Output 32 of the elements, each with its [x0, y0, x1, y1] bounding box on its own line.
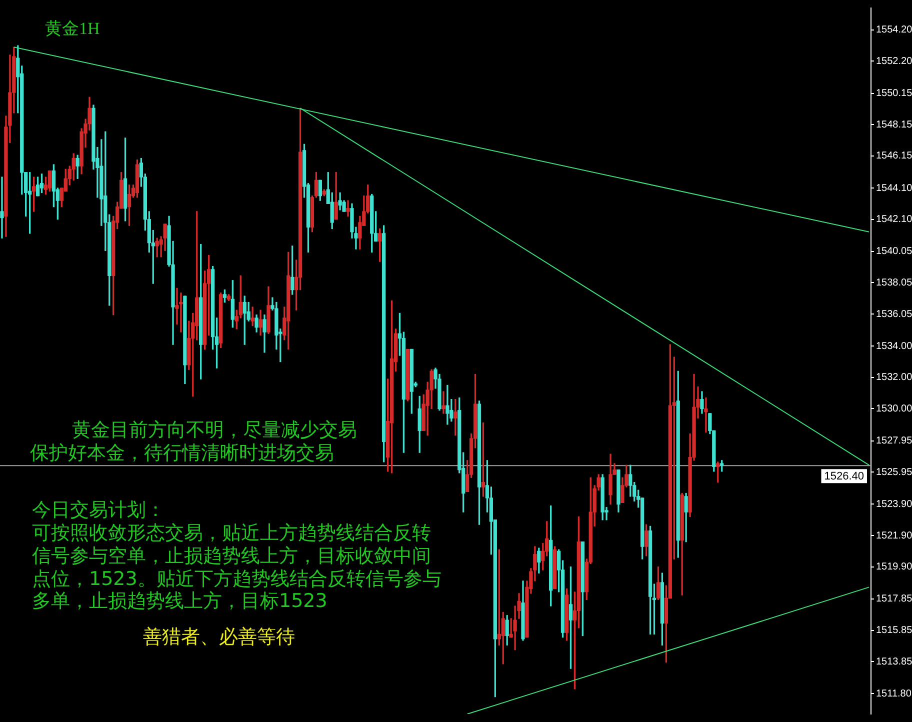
y-tick-label: 1546.15	[876, 150, 912, 162]
annotation: 保护好本金，待行情清晰时进场交易	[30, 442, 334, 464]
annotation: 黄金目前方向不明，尽量减少交易	[72, 419, 357, 441]
y-tick-label: 1527.95	[876, 436, 912, 447]
y-tick-label: 1515.85	[876, 625, 912, 636]
y-tick-label: 1554.20	[876, 24, 912, 36]
y-tick-label: 1544.10	[876, 182, 912, 194]
y-tick-label: 1525.95	[876, 466, 912, 478]
y-tick-label: 1513.85	[876, 656, 912, 668]
text: 黄金1H	[45, 19, 100, 38]
annotation: 点位，1523。贴近下方趋势线结合反转信号参与	[32, 568, 442, 590]
y-tick-label: 1519.90	[876, 562, 912, 573]
annotation: 今日交易计划：	[32, 499, 165, 521]
annotation: 多单，止损趋势线上方，目标1523	[32, 590, 328, 612]
annotation: 信号参与空单，止损趋势线上方，目标收敛中间	[32, 545, 431, 567]
y-tick-label: 1538.05	[876, 277, 912, 288]
y-tick-label: 1530.00	[876, 403, 912, 414]
y-tick-label: 1548.15	[876, 119, 912, 130]
y-tick-label: 1540.05	[876, 246, 912, 258]
y-tick-label: 1523.90	[876, 498, 912, 510]
y-tick-label: 1552.20	[876, 56, 912, 67]
ref-line-label: 1526.40	[824, 470, 864, 483]
y-tick-label: 1536.05	[876, 308, 912, 320]
annotation: 可按照收敛形态交易，贴近上方趋势线结合反转	[32, 522, 431, 544]
y-tick-label: 1511.80	[876, 688, 912, 700]
y-tick-label: 1550.15	[876, 88, 912, 100]
y-tick-label: 1542.10	[876, 214, 912, 226]
annotation: 善猎者、必善等待	[143, 626, 295, 648]
y-tick-label: 1532.00	[876, 372, 912, 384]
y-tick-label: 1534.00	[876, 340, 912, 352]
y-tick-label: 1521.90	[876, 530, 912, 542]
y-tick-label: 1517.85	[876, 594, 912, 605]
